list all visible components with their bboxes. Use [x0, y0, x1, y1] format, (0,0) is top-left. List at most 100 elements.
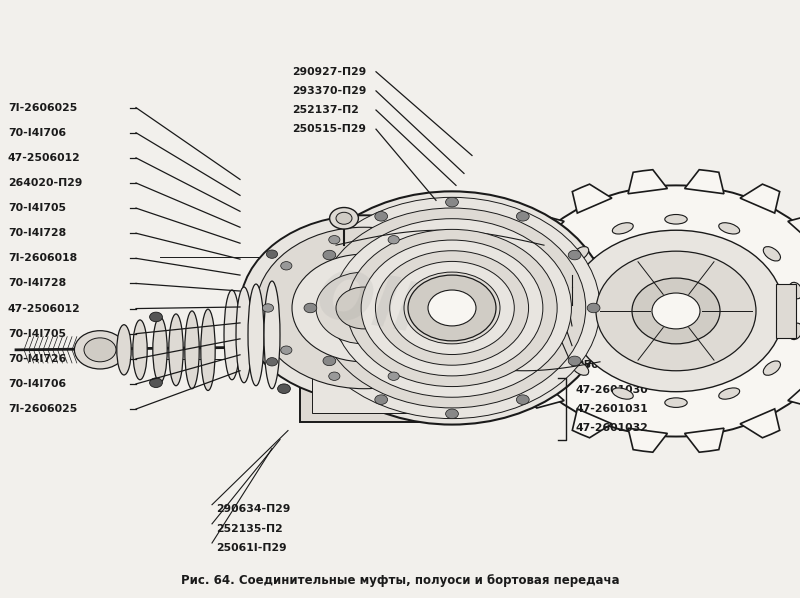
Ellipse shape	[763, 361, 781, 376]
Ellipse shape	[153, 317, 167, 383]
Ellipse shape	[718, 222, 740, 234]
Polygon shape	[628, 428, 667, 452]
Circle shape	[333, 219, 571, 397]
Circle shape	[375, 251, 529, 365]
Circle shape	[240, 215, 488, 401]
Circle shape	[347, 230, 557, 386]
Text: 47-2506012: 47-2506012	[8, 304, 81, 313]
Circle shape	[596, 251, 756, 371]
Circle shape	[632, 278, 720, 344]
Text: 70-I4I706: 70-I4I706	[8, 379, 66, 389]
Ellipse shape	[117, 325, 131, 375]
Circle shape	[262, 304, 274, 312]
Text: 47-2601031: 47-2601031	[576, 404, 649, 414]
Ellipse shape	[665, 398, 687, 407]
Text: Рис. 64. Соединительные муфты, полуоси и бортовая передача: Рис. 64. Соединительные муфты, полуоси и…	[181, 573, 619, 587]
Text: 7I-2606018: 7I-2606018	[8, 254, 77, 263]
Circle shape	[150, 312, 162, 322]
Ellipse shape	[224, 290, 240, 380]
Polygon shape	[628, 170, 667, 194]
Ellipse shape	[789, 282, 800, 299]
Text: 252135-П2: 252135-П2	[576, 341, 642, 350]
Circle shape	[292, 254, 436, 362]
Circle shape	[402, 346, 414, 354]
Circle shape	[430, 334, 442, 342]
Circle shape	[84, 338, 116, 362]
Circle shape	[652, 293, 700, 329]
Polygon shape	[494, 255, 530, 283]
Circle shape	[436, 346, 447, 355]
Polygon shape	[685, 170, 724, 194]
Text: 7I-2606025: 7I-2606025	[8, 103, 78, 112]
Circle shape	[428, 290, 476, 326]
Circle shape	[430, 271, 442, 279]
Ellipse shape	[185, 311, 199, 389]
Circle shape	[304, 197, 600, 419]
Ellipse shape	[169, 314, 183, 386]
Ellipse shape	[201, 309, 215, 390]
Text: 290927-П29: 290927-П29	[292, 67, 366, 77]
Circle shape	[517, 212, 530, 221]
Polygon shape	[685, 428, 724, 452]
Circle shape	[281, 346, 292, 355]
Text: 70-I4I705: 70-I4I705	[8, 203, 66, 213]
Polygon shape	[494, 338, 530, 367]
Polygon shape	[788, 378, 800, 408]
Circle shape	[316, 287, 420, 365]
Text: 70-I4I726: 70-I4I726	[8, 354, 66, 364]
Text: 47-2601030: 47-2601030	[576, 385, 649, 395]
Bar	[776, 284, 796, 338]
Circle shape	[568, 250, 581, 260]
Polygon shape	[572, 409, 612, 438]
Circle shape	[266, 250, 278, 258]
Text: ПР 7I-2607010: ПР 7I-2607010	[576, 282, 666, 292]
Circle shape	[446, 409, 458, 419]
Circle shape	[508, 185, 800, 437]
Circle shape	[329, 236, 340, 244]
Text: 47-2506012: 47-2506012	[8, 153, 81, 163]
Text: OlFx: OlFx	[311, 264, 489, 358]
Circle shape	[374, 395, 387, 404]
Polygon shape	[524, 214, 564, 244]
Circle shape	[408, 275, 496, 341]
Polygon shape	[572, 184, 612, 213]
Circle shape	[150, 378, 162, 388]
Circle shape	[361, 240, 543, 376]
Text: 70-I4I705: 70-I4I705	[8, 329, 66, 338]
Polygon shape	[486, 296, 514, 326]
Ellipse shape	[550, 323, 563, 340]
Text: 290634-П29: 290634-П29	[216, 505, 290, 514]
Polygon shape	[740, 409, 780, 438]
Text: △ 7I-2607011: △ 7I-2607011	[576, 300, 658, 310]
Circle shape	[587, 303, 600, 313]
FancyBboxPatch shape	[312, 254, 428, 413]
Ellipse shape	[571, 361, 589, 376]
Polygon shape	[524, 378, 564, 408]
Circle shape	[318, 208, 586, 408]
Ellipse shape	[133, 320, 147, 380]
Text: 7I-2606025: 7I-2606025	[8, 404, 78, 414]
Text: 290634-П29: 290634-П29	[576, 321, 650, 331]
Text: 25061I-П29: 25061I-П29	[216, 543, 286, 553]
Polygon shape	[740, 184, 780, 213]
Text: 70-I4I706: 70-I4I706	[8, 128, 66, 138]
Ellipse shape	[264, 281, 280, 389]
Circle shape	[568, 230, 784, 392]
Circle shape	[336, 287, 392, 329]
Circle shape	[454, 304, 466, 312]
FancyBboxPatch shape	[300, 245, 440, 422]
Ellipse shape	[665, 215, 687, 224]
Circle shape	[336, 212, 352, 224]
Circle shape	[329, 372, 340, 380]
Ellipse shape	[763, 246, 781, 261]
Text: 70-I4I728: 70-I4I728	[8, 279, 66, 288]
Text: 25061I-П29: 25061I-П29	[576, 361, 646, 370]
Text: 70-I4I728: 70-I4I728	[8, 228, 66, 238]
Circle shape	[304, 303, 317, 313]
Text: 250515-П29: 250515-П29	[292, 124, 366, 134]
Text: 264020-П29: 264020-П29	[8, 178, 82, 188]
Circle shape	[266, 358, 278, 366]
Circle shape	[436, 261, 447, 270]
Circle shape	[388, 236, 399, 244]
Circle shape	[256, 227, 472, 389]
